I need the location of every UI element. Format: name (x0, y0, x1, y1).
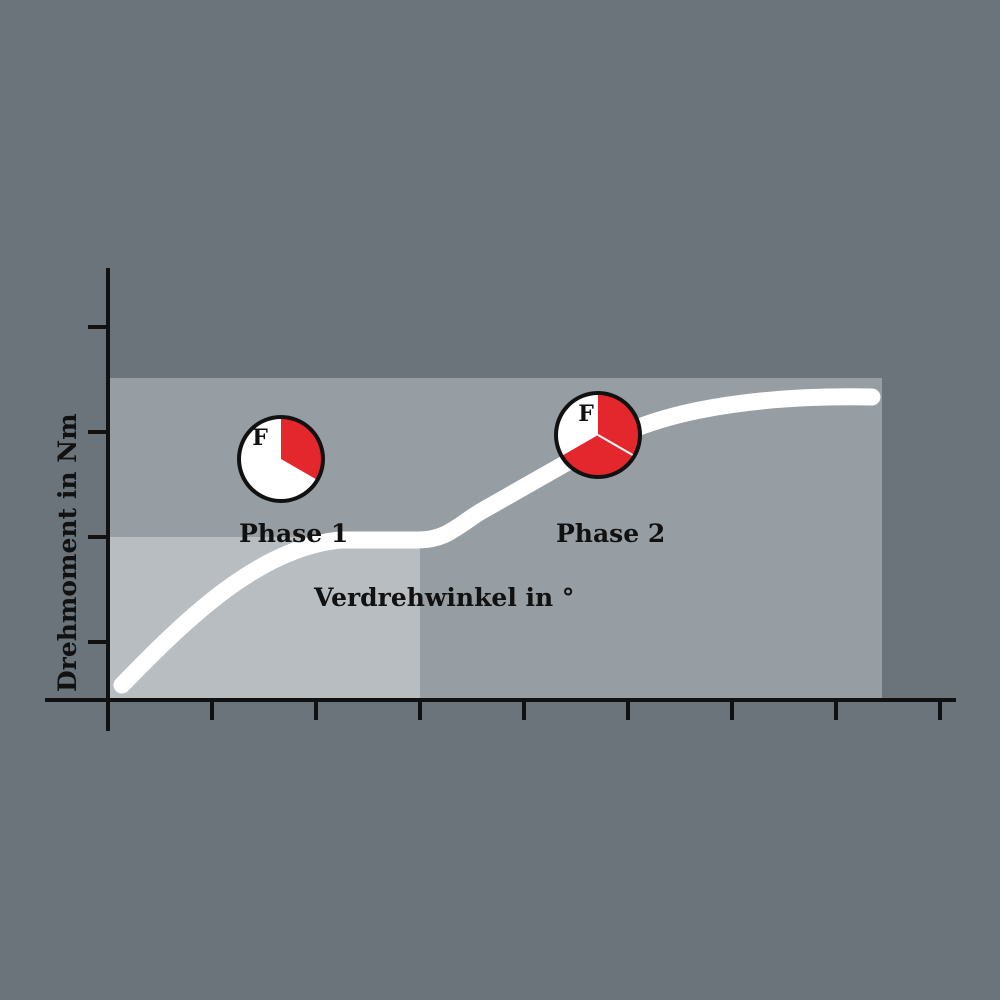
torque-curve (113, 388, 881, 694)
phase-2-pie-icon: F (554, 391, 642, 479)
axes (45, 268, 956, 731)
y-axis-label: Drehmoment in Nm (53, 413, 82, 692)
phase-1-label: Phase 1 (239, 519, 348, 548)
pie-letter: F (252, 425, 268, 451)
x-axis-label: Verdrehwinkel in ° (313, 583, 574, 612)
phase-1-pie-icon: F (237, 415, 325, 503)
phase-2-label: Phase 2 (556, 519, 665, 548)
pie-letter: F (578, 401, 594, 427)
